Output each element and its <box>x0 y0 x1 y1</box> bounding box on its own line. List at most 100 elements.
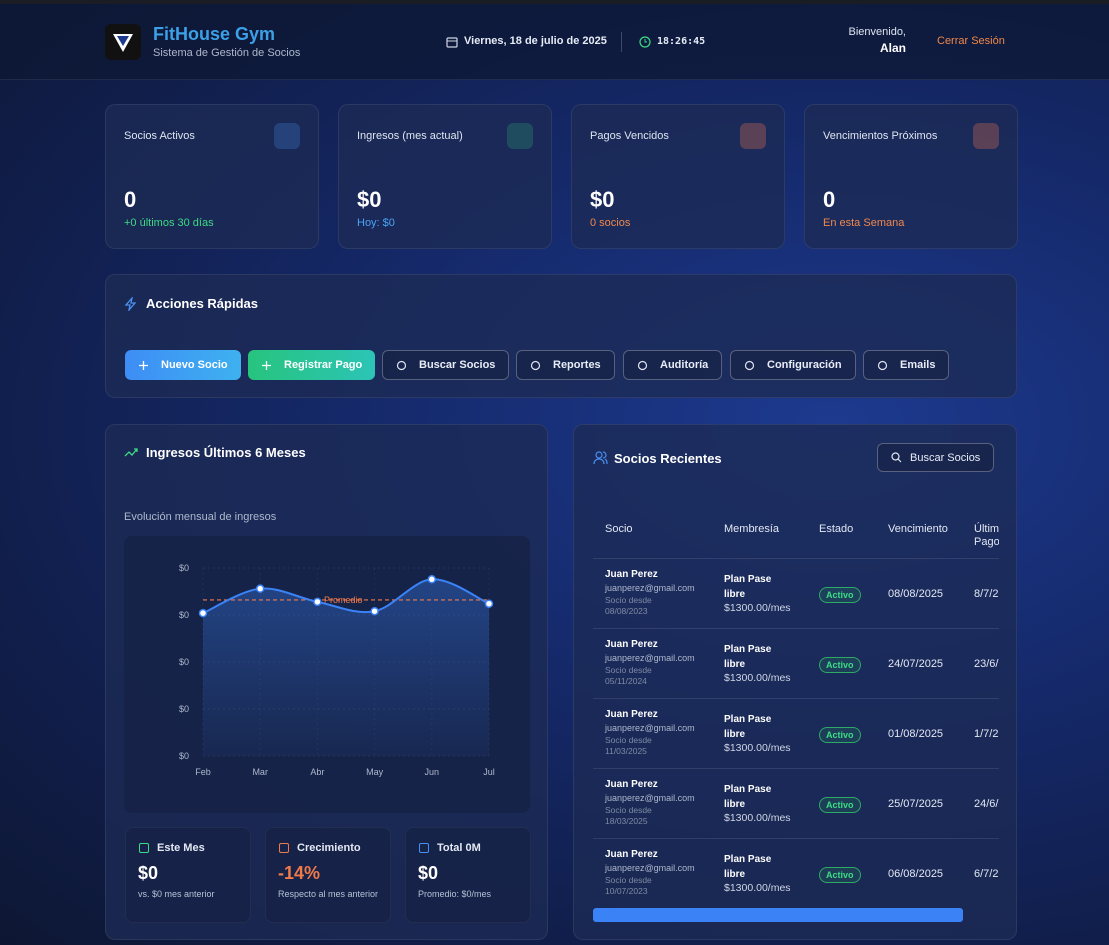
button-icon <box>744 360 755 370</box>
summary-note: Respecto al mes anterior <box>278 889 379 899</box>
summary-note: vs. $0 mes anterior <box>138 889 215 899</box>
button-icon <box>396 360 407 370</box>
separator <box>621 32 622 52</box>
member-name: Juan Perez <box>605 779 658 790</box>
button-label: Buscar Socios <box>910 451 981 464</box>
plan: Plan Pase libre <box>724 574 772 600</box>
search-icon <box>891 452 902 463</box>
member-email: juanperez@gmail.com <box>605 793 695 803</box>
last-payment: 6/7/2025 <box>974 868 999 880</box>
x-tick-label: Mar <box>252 767 268 777</box>
summary-value: -14% <box>278 863 321 883</box>
summary-label: Crecimiento <box>297 842 361 854</box>
since-label: Socio desde <box>605 805 652 815</box>
summary-note: Promedio: $0/mes <box>418 889 492 899</box>
table-row: Juan Perez juanperez@gmail.com Socio desde… <box>593 838 999 908</box>
chart-subtitle: Evolución mensual de ingresos <box>124 511 277 523</box>
logout[interactable]: Cerrar Sesión <box>937 35 1005 47</box>
button-label: Emails <box>900 359 936 371</box>
button-icon <box>877 360 888 370</box>
icon-shape <box>530 360 541 370</box>
stat-icon <box>973 123 999 149</box>
stat-label: Vencimientos Próximos <box>823 130 938 142</box>
brand: FitHouse Gym <box>153 24 276 44</box>
due-date: 25/07/2025 <box>888 798 944 810</box>
x-tick-label: May <box>366 767 384 777</box>
member-email: juanperez@gmail.com <box>605 723 695 733</box>
stat-label: Ingresos (mes actual) <box>357 130 463 142</box>
summary-icon <box>279 843 289 853</box>
since-date: 11/03/2025 <box>605 746 647 756</box>
icon-shape <box>139 360 148 370</box>
status: Activo <box>819 797 861 813</box>
table-row: Juan Perez juanperez@gmail.com Socio desde… <box>593 768 999 838</box>
member-name: Juan Perez <box>605 849 658 860</box>
logo-icon <box>113 34 133 52</box>
due-date: 06/08/2025 <box>888 868 944 880</box>
header: FitHouse Gym Sistema de Gestión de Socio… <box>0 4 1109 80</box>
trend-icon <box>124 448 138 457</box>
summary-value: $0 <box>138 863 159 883</box>
button-label: Auditoría <box>660 359 709 371</box>
summary-box: Crecimiento -14% Respecto al mes anterior <box>265 827 391 923</box>
due-date: 24/07/2025 <box>888 658 944 670</box>
action-button[interactable]: Auditoría <box>623 350 723 380</box>
stat-icon <box>507 123 533 149</box>
action-button[interactable]: Registrar Pago <box>248 350 376 380</box>
summary-label: Este Mes <box>157 842 205 854</box>
y-tick-label: $0 <box>179 657 189 667</box>
since-date: 18/03/2025 <box>605 816 648 826</box>
summary-label: Total 0M <box>437 842 481 854</box>
user-name: Alan <box>879 41 906 55</box>
summary-icon <box>419 843 429 853</box>
column-header: Estado <box>819 523 854 535</box>
average-label: Promedio <box>324 595 363 605</box>
since-label: Socio desde <box>605 595 652 605</box>
member-name: Juan Perez <box>605 709 658 720</box>
status: Activo <box>819 657 861 673</box>
button-label: Registrar Pago <box>284 359 363 371</box>
button-label: Nuevo Socio <box>161 359 228 371</box>
action-button[interactable]: Reportes <box>516 350 615 380</box>
column-header: Vencimiento <box>888 523 948 535</box>
action-button[interactable]: Buscar Socios <box>382 350 510 380</box>
button-icon <box>637 360 648 370</box>
scrollbar[interactable] <box>593 908 963 922</box>
logo <box>105 24 141 60</box>
column-header: Socio <box>605 523 633 535</box>
action-button[interactable]: Emails <box>863 350 950 380</box>
last-payment: 1/7/2025 <box>974 728 999 740</box>
clock-icon <box>639 36 651 48</box>
quick-actions: Acciones Rápidas Nuevo Socio Registrar Pa… <box>105 274 1017 398</box>
users-icon <box>593 451 608 465</box>
icon-shape <box>396 360 407 370</box>
action-button[interactable]: Configuración <box>730 350 856 380</box>
price: $1300.00/mes <box>724 602 791 614</box>
action-button[interactable]: Nuevo Socio <box>125 350 241 380</box>
member-email: juanperez@gmail.com <box>605 863 695 873</box>
point <box>313 597 322 607</box>
point <box>484 599 494 608</box>
plan: Plan Pase libre <box>724 854 772 880</box>
summary-box: Total 0M $0 Promedio: $0/mes <box>405 827 531 923</box>
button-icon <box>530 360 541 370</box>
welcome: Bienvenido, <box>848 26 907 38</box>
stat-note: +0 últimos 30 días <box>124 217 214 229</box>
stat-icon <box>274 123 300 149</box>
stat-label: Pagos Vencidos <box>590 130 669 142</box>
x-tick-label: Jul <box>483 767 495 777</box>
member-name: Juan Perez <box>605 569 658 580</box>
stat-note: 0 socios <box>590 217 631 229</box>
bolt-icon <box>124 297 137 311</box>
button-icon <box>262 360 271 370</box>
since-label: Socio desde <box>605 665 652 675</box>
calendar-icon <box>446 37 458 48</box>
price: $1300.00/mes <box>724 742 791 754</box>
stat-card: Socios Activos 0 +0 últimos 30 días <box>105 104 319 249</box>
stat-value: $0 <box>590 187 615 212</box>
search-button[interactable]: Buscar Socios <box>877 443 995 472</box>
last-payment: 8/7/2025 <box>974 588 999 600</box>
date: Viernes, 18 de julio de 2025 <box>464 35 607 47</box>
icon-shape <box>262 360 271 370</box>
x-tick-label: Abr <box>310 767 324 777</box>
